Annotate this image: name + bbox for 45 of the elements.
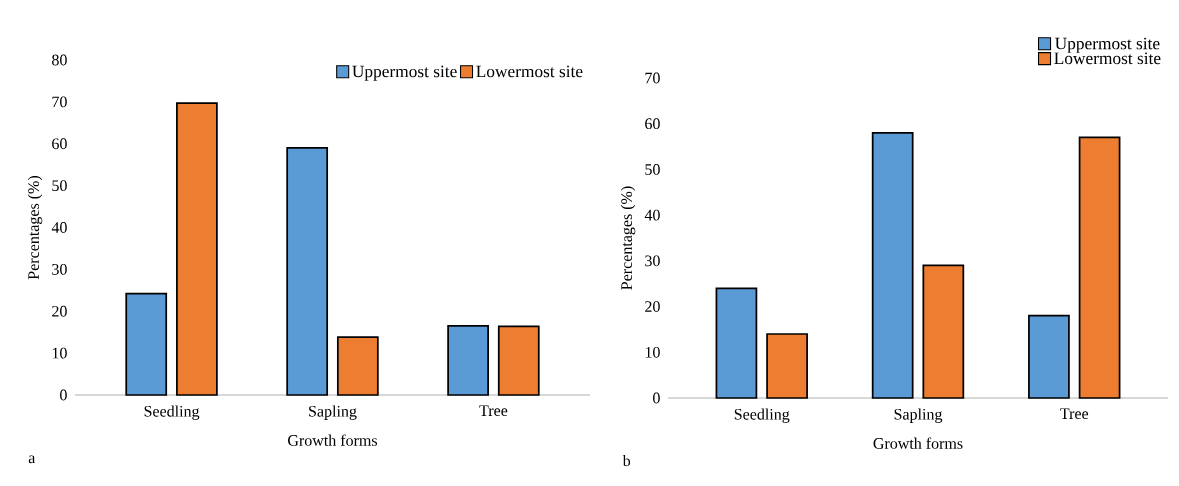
bar [922, 264, 965, 399]
y-tick-label: 80 [52, 54, 67, 66]
bar [766, 333, 808, 399]
y-tick-label: 0 [60, 389, 67, 401]
x-tick-label: Sapling [894, 408, 943, 423]
text: b [622, 454, 631, 467]
y-tick-label: 60 [52, 138, 67, 150]
y-axis-title: Percentages (%) [620, 186, 636, 290]
y-tick-label: 40 [644, 209, 660, 221]
x-tick-label: Seedling [734, 408, 790, 423]
x-axis-title: Growth forms [873, 437, 963, 449]
y-tick-label: 30 [52, 263, 67, 275]
legend-label: Uppermost site [352, 65, 457, 81]
y-tick-label: 0 [653, 392, 660, 404]
y-tick-label: 70 [52, 96, 67, 108]
bar [497, 325, 540, 396]
x-tick-label: Seedling [144, 405, 200, 420]
bar [1028, 314, 1070, 399]
y-tick-label: 10 [645, 346, 660, 358]
y-tick-label: 20 [52, 305, 67, 317]
x-axis-title: Growth forms [288, 434, 378, 446]
y-tick-label: 20 [645, 301, 660, 312]
bar [286, 147, 329, 396]
legend-label: Lowermost site [1054, 52, 1161, 65]
y-tick-label: 40 [51, 222, 67, 233]
text: a [28, 455, 36, 464]
y-tick-label: 50 [52, 180, 67, 192]
y-tick-label: 30 [645, 255, 660, 267]
y-tick-label: 70 [645, 72, 660, 84]
bar [125, 292, 168, 396]
y-axis-title: Percentages (%) [27, 176, 43, 280]
bar [1078, 136, 1121, 399]
bar [176, 102, 218, 396]
x-tick-label: Tree [1060, 408, 1089, 420]
y-tick-label: 50 [645, 164, 660, 175]
x-tick-label: Sapling [309, 405, 357, 420]
legend-label: Uppermost site [1055, 37, 1160, 53]
x-tick-label: Tree [479, 405, 508, 417]
bar [715, 287, 758, 399]
y-tick-label: 60 [645, 118, 660, 130]
bar [336, 336, 379, 396]
y-tick-label: 10 [52, 347, 67, 359]
legend-label: Lowermost site [476, 65, 583, 78]
bar [871, 131, 914, 399]
bar [447, 325, 489, 396]
